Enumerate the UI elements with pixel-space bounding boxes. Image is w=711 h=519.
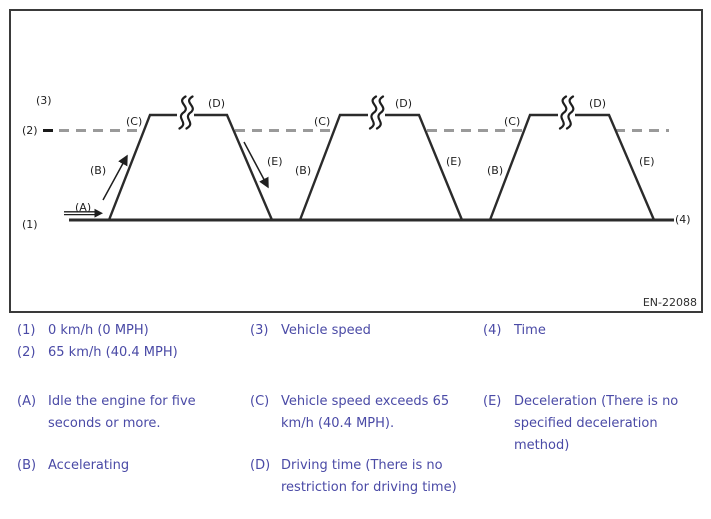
- legend-col-2: (3) Vehicle speed: [250, 320, 483, 364]
- legend-item-3: (3) Vehicle speed: [250, 320, 483, 342]
- legend-item-text: Driving time (There is no restriction fo…: [281, 458, 457, 495]
- break-symbol-3b: [565, 95, 575, 130]
- legend-lettered-section: (A) Idle the engine for five seconds or …: [0, 391, 711, 519]
- idle-arrow-shaft: [64, 211, 95, 216]
- legend-col-1: (A) Idle the engine for five seconds or …: [17, 391, 250, 519]
- speed-time-plot: [43, 95, 674, 222]
- break-symbols: [178, 95, 575, 130]
- decelerate-arrow: [243, 141, 269, 189]
- callout-b-3: (B): [487, 164, 504, 177]
- cycle-1-profile: [107, 113, 274, 221]
- legend-item-text: Vehicle speed: [281, 323, 371, 338]
- callout-a: (A): [75, 201, 92, 214]
- figure-id: EN-22088: [642, 296, 697, 309]
- callout-b-1: (B): [90, 164, 107, 177]
- callout-1: (1): [22, 218, 38, 231]
- legend-item-label: (3): [250, 323, 269, 338]
- idle-arrow-head: [94, 208, 103, 218]
- callout-e-3: (E): [639, 155, 655, 168]
- break-symbol-2: [368, 95, 378, 130]
- break-symbol-3: [558, 95, 568, 130]
- callout-2: (2): [22, 124, 38, 137]
- cycle-2-profile: [298, 113, 464, 221]
- legend-item-1: (1) 0 km/h (0 MPH): [17, 320, 250, 342]
- legend-item-label: (4): [483, 323, 502, 338]
- legend-item-text: Idle the engine for five seconds or more…: [48, 394, 196, 431]
- legend-col-3: (4) Time: [483, 320, 711, 364]
- legend-item-label: (B): [17, 458, 37, 473]
- legend-item-label: (D): [250, 458, 271, 473]
- legend-item-2: (2) 65 km/h (40.4 MPH): [17, 342, 250, 364]
- legend-item-label: (1): [17, 323, 36, 338]
- legend-item-4: (4) Time: [483, 320, 711, 342]
- callout-d-2: (D): [395, 97, 413, 110]
- figure-frame: (3) (2) (1) (4) (A) (B) (B) (B) (C) (C) …: [9, 9, 703, 313]
- callout-e-1: (E): [267, 155, 283, 168]
- callout-b-2: (B): [295, 164, 312, 177]
- page: { "figure": { "id_label": "EN-22088", "c…: [9, 9, 703, 495]
- callout-4: (4): [675, 213, 691, 226]
- legend-item-label: (A): [17, 394, 37, 409]
- legend-item-label: (C): [250, 394, 270, 409]
- legend-item-text: Accelerating: [48, 458, 130, 473]
- legend-item-text: 0 km/h (0 MPH): [48, 323, 149, 338]
- legend-col-1: (1) 0 km/h (0 MPH) (2) 65 km/h (40.4 MPH…: [17, 320, 250, 364]
- legend-item-label: (2): [17, 345, 36, 360]
- legend-item-label: (E): [483, 394, 502, 409]
- legend-item-b: (B) Accelerating: [17, 455, 250, 477]
- legend-item-text: Time: [514, 323, 546, 338]
- legend-col-2: (C) Vehicle speed exceeds 65 km/h (40.4 …: [250, 391, 483, 519]
- callout-c-3: (C): [504, 115, 521, 128]
- legend-item-c: (C) Vehicle speed exceeds 65 km/h (40.4 …: [250, 391, 483, 435]
- callout-c-1: (C): [126, 115, 143, 128]
- legend-numbered-section: (1) 0 km/h (0 MPH) (2) 65 km/h (40.4 MPH…: [0, 320, 711, 364]
- legend-item-a: (A) Idle the engine for five seconds or …: [17, 391, 250, 435]
- callout-e-2: (E): [446, 155, 462, 168]
- idle-arrow: [64, 208, 103, 218]
- callout-c-2: (C): [314, 115, 331, 128]
- legend-item-text: Deceleration (There is no specified dece…: [514, 394, 679, 453]
- legend-item-d: (D) Driving time (There is no restrictio…: [250, 455, 483, 499]
- break-symbol-2b: [375, 95, 385, 130]
- legend-item-e: (E) Deceleration (There is no specified …: [483, 391, 711, 457]
- callout-3: (3): [36, 94, 52, 107]
- callout-d-3: (D): [589, 97, 607, 110]
- break-symbol-1: [178, 95, 187, 130]
- legend-item-text: 65 km/h (40.4 MPH): [48, 345, 178, 360]
- legend-item-text: Vehicle speed exceeds 65 km/h (40.4 MPH)…: [281, 394, 450, 431]
- break-symbol-1b: [185, 95, 194, 130]
- legend: (1) 0 km/h (0 MPH) (2) 65 km/h (40.4 MPH…: [0, 320, 711, 519]
- legend-col-3: (E) Deceleration (There is no specified …: [483, 391, 711, 519]
- accelerate-arrow: [102, 154, 128, 201]
- cycle-3-profile: [488, 113, 656, 221]
- callout-d-1: (D): [208, 97, 226, 110]
